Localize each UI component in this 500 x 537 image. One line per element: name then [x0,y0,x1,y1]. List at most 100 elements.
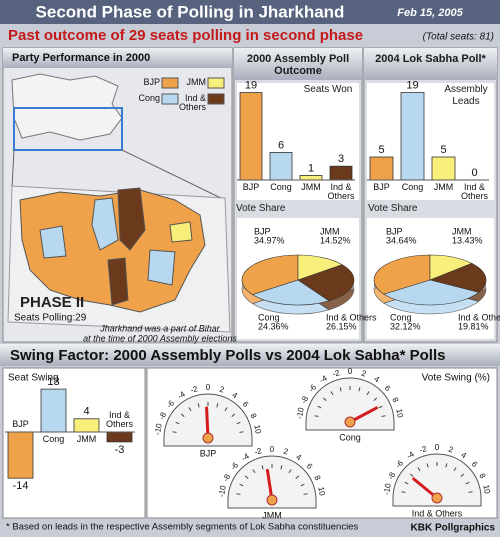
legend-swatch [207,93,225,105]
gauge-tick-label: 0 [270,445,275,454]
panel-title: 2004 Lok Sabha Poll* [375,53,486,65]
gauge-tick-label: 2 [283,447,290,457]
needle-pivot [266,494,278,506]
gauge-tick-label: -6 [229,460,241,472]
gauge-tick-label: -2 [253,446,263,457]
footnote: * Based on leads in the respective Assem… [6,522,358,533]
needle-pivot [344,416,356,428]
category-label: Ind & Others [105,410,133,429]
pie-value: 14.52% [320,235,351,245]
category-label: BJP [12,419,29,429]
gauge-tick [303,493,308,495]
category-label: Cong [42,434,65,444]
gauge-tick-label: -4 [318,373,329,385]
pie-slice [297,254,344,281]
legend-swatch [161,77,179,89]
legend-label: Ind & Others [178,93,206,112]
map-title: Party Performance in 2000 [12,52,150,64]
bar-value: 19 [245,80,257,92]
pie-value: 13.43% [452,235,483,245]
gauge-tick [381,415,386,417]
gauge-tick [330,391,334,396]
bar [239,92,263,181]
gauge-tick [288,469,292,474]
pie-value: 34.97% [254,235,285,245]
gauge-tick [465,481,470,485]
gauge-tick [426,463,429,468]
gauge-face [392,453,482,507]
gauge-tick [244,475,249,479]
swing-header [0,344,500,366]
district-jmm [169,221,193,243]
gauge-face [227,455,317,509]
bar [400,92,425,181]
gauge-tick [453,467,457,472]
gauge-tick-label: 0 [348,367,353,376]
pie-label: JMM [452,226,472,236]
category-label: Ind & Others [327,182,355,201]
gauge-tick-label: -8 [299,394,310,405]
bar-value: -14 [13,480,29,492]
gauge-tick-label: -10 [153,422,164,435]
gauge-tick [314,415,319,417]
gauge-tick [460,473,465,477]
category-label: BJP [242,182,260,192]
gauge-tick-label: 8 [312,474,322,482]
gauge-label: JMM [262,510,282,520]
bar [269,151,293,181]
bar [40,388,67,433]
district-cong [147,249,176,286]
gauge-tick [252,469,256,474]
gauge-tick [409,473,414,477]
district-ind [107,257,129,306]
pie-slice [241,254,299,295]
phase-label: PHASE II [20,294,84,311]
pie-value: 26.15% [326,321,357,331]
bar [73,418,100,433]
map-note: at the time of 2000 Assembly elections [83,333,237,343]
gauge-tick-label: -8 [386,470,397,481]
bar-value: 4 [83,406,89,418]
gauge-tick [236,421,241,425]
gauge-tick-label: 4 [459,450,468,460]
bar-value: 6 [278,139,284,151]
bar-value: 5 [378,144,384,156]
pie-label: Cong [390,312,412,322]
gauge-tick [231,413,236,417]
pie-slice [297,264,355,302]
legend-label: BJP [143,77,160,87]
gauge-tick-label: 6 [305,462,315,472]
bar [329,165,353,181]
vote-swing-title: Vote Swing (%) [422,373,490,384]
gauge-tick [180,413,185,417]
pie-value: 24.36% [258,321,289,331]
gauge-label: Ind & Others [412,508,463,518]
gauge-tick [317,405,322,409]
pie-label: Cong [258,312,280,322]
bar [299,174,323,181]
pie-value: 34.64% [386,235,417,245]
pie-label: Ind & Others [326,312,377,322]
bar-value: 3 [338,153,344,165]
gauge-tick [358,387,361,392]
gauge-tick-label: 4 [230,390,239,400]
pie-slice [383,279,480,306]
credit: KBK Pollgraphics [411,523,496,534]
bar [7,431,34,479]
gauge-tick-label: 6 [470,460,480,470]
pie-label: Ind & Others [458,312,500,322]
category-label: Ind & Others [460,182,488,201]
bar-value: -3 [115,444,125,456]
gauge-tick [216,403,219,408]
gauge-tick-label: 10 [252,424,263,435]
gauge-tick [404,481,409,485]
needle-pivot [202,432,214,444]
bar [431,156,456,181]
panel-header [364,48,497,80]
gauge-tick [339,387,342,392]
pie-value: 32.12% [390,321,421,331]
gauge-tick [417,467,421,472]
bar-value: 1 [308,162,314,174]
gauge-tick [300,483,305,487]
